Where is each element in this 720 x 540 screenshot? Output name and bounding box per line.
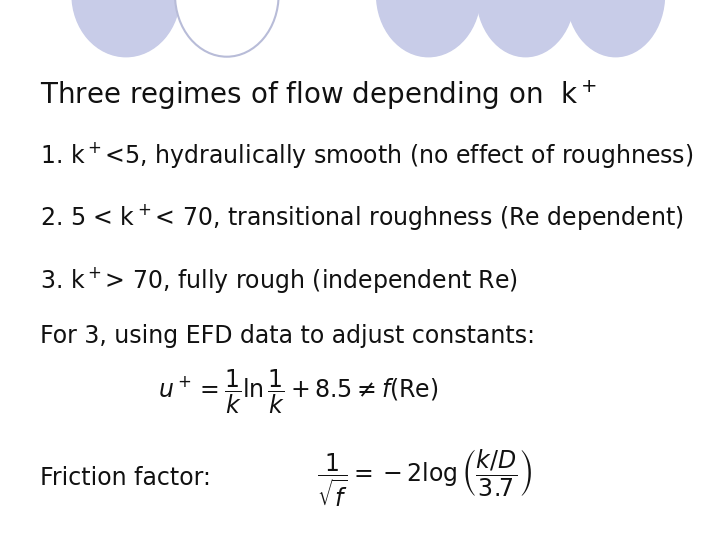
Text: 2. 5 < k$^+$< 70, transitional roughness (Re dependent): 2. 5 < k$^+$< 70, transitional roughness… [40,202,683,233]
Text: $\dfrac{1}{\sqrt{f}} = -2\log\left(\dfrac{k/D}{3.7}\right)$: $\dfrac{1}{\sqrt{f}} = -2\log\left(\dfra… [317,447,532,509]
Ellipse shape [175,0,279,57]
Text: Three regimes of flow depending on  k$^+$: Three regimes of flow depending on k$^+$ [40,78,596,112]
Text: $u^+ = \dfrac{1}{k}\ln\dfrac{1}{k}+8.5 \neq f(\mathrm{Re})$: $u^+ = \dfrac{1}{k}\ln\dfrac{1}{k}+8.5 \… [158,367,439,416]
Text: 1. k$^+$<5, hydraulically smooth (no effect of roughness): 1. k$^+$<5, hydraulically smooth (no eff… [40,140,693,171]
Ellipse shape [72,0,180,57]
Ellipse shape [567,0,665,57]
Text: 3. k$^+$> 70, fully rough (independent Re): 3. k$^+$> 70, fully rough (independent R… [40,265,518,295]
Ellipse shape [477,0,575,57]
Text: For 3, using EFD data to adjust constants:: For 3, using EFD data to adjust constant… [40,324,534,348]
Ellipse shape [377,0,480,57]
Text: Friction factor:: Friction factor: [40,466,210,490]
